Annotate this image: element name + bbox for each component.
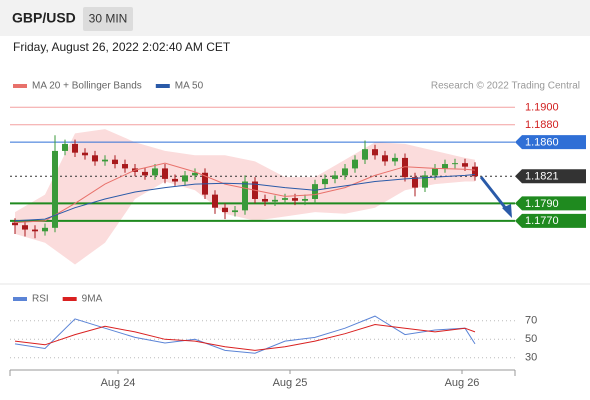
candle-body: [282, 198, 288, 200]
legend-swatch: [155, 84, 170, 88]
candle-body: [472, 166, 478, 177]
candle-body: [332, 175, 338, 179]
candle-body: [292, 198, 298, 201]
line: [14, 315, 476, 354]
candle-body: [172, 178, 178, 182]
candle-body: [462, 163, 468, 167]
candle-body: [22, 225, 28, 230]
legend-label: RSI: [32, 294, 49, 305]
x-tick-label: Aug 25: [273, 377, 308, 389]
legend-swatch: [13, 297, 27, 301]
candle-body: [362, 149, 368, 160]
level-label: 1.1790: [525, 198, 559, 210]
level-label: 1.1880: [525, 119, 559, 131]
source: Research © 2022 Trading Central: [431, 81, 580, 92]
candle-body: [162, 168, 168, 179]
level-label: 1.1770: [525, 215, 559, 227]
interval-button[interactable]: [83, 7, 133, 31]
candle-body: [72, 143, 78, 153]
symbol: GBP/USD: [12, 10, 76, 26]
candle-body: [272, 199, 278, 202]
candle-body: [42, 227, 48, 232]
ma-line: [14, 174, 476, 222]
candle-body: [122, 164, 128, 169]
level-label: 1.1821: [525, 171, 559, 183]
level-label: 1.1860: [525, 137, 559, 149]
legend-label: 9MA: [82, 294, 103, 305]
level-box: [515, 196, 586, 211]
candle-body: [52, 150, 58, 228]
forecast-arrow-head: [502, 204, 512, 218]
candle-body: [322, 178, 328, 185]
candle-body: [412, 177, 418, 188]
candle-body: [92, 155, 98, 162]
ma-line: [14, 162, 476, 224]
legend-label: MA 20 + Bollinger Bands: [32, 81, 142, 92]
candle-body: [422, 175, 428, 188]
y-tick-label: 70: [525, 315, 537, 327]
candle-body: [392, 157, 398, 162]
legend-swatch: [62, 297, 77, 301]
candle-body: [142, 171, 148, 176]
candle-body: [232, 210, 238, 213]
candle-body: [352, 159, 358, 169]
interval-label[interactable]: 30 MIN: [89, 12, 128, 26]
candle-body: [152, 168, 158, 176]
level-box: [515, 169, 586, 184]
candle-body: [102, 159, 108, 162]
candle-body: [262, 198, 268, 202]
candle-body: [452, 163, 458, 165]
candle-body: [302, 198, 308, 201]
level-label: 1.1900: [525, 102, 559, 114]
candle-body: [212, 194, 218, 208]
candle-body: [82, 152, 88, 156]
legend-label: MA 50: [175, 81, 204, 92]
date: Friday, August 26, 2022 2:02:40 AM CET: [13, 40, 231, 54]
candle-body: [432, 168, 438, 176]
forecast-arrow: [479, 176, 509, 211]
candle-body: [382, 155, 388, 162]
candle-body: [12, 222, 18, 226]
candle-body: [222, 207, 228, 213]
candle-body: [112, 159, 118, 165]
candle-body: [442, 164, 448, 169]
candle-body: [312, 184, 318, 199]
level-box: [515, 213, 586, 228]
y-tick-label: 30: [525, 352, 537, 364]
candle-body: [402, 157, 408, 178]
x-tick-label: Aug 24: [101, 377, 136, 389]
candle-body: [32, 229, 38, 232]
candle-body: [62, 143, 68, 151]
candle-body: [242, 181, 248, 211]
candle-body: [342, 168, 348, 176]
candle-body: [372, 149, 378, 156]
y-tick-label: 50: [525, 333, 537, 345]
candle-body: [182, 175, 188, 182]
x-tick-label: Aug 26: [445, 377, 480, 389]
candle-body: [192, 172, 198, 176]
level-box: [515, 135, 586, 150]
legend-swatch: [13, 84, 27, 88]
plot: 1.1900 1.1880 1.1860 1.1821 1.1790 1.1770 MA 2…: [10, 81, 586, 389]
line: [14, 323, 476, 351]
